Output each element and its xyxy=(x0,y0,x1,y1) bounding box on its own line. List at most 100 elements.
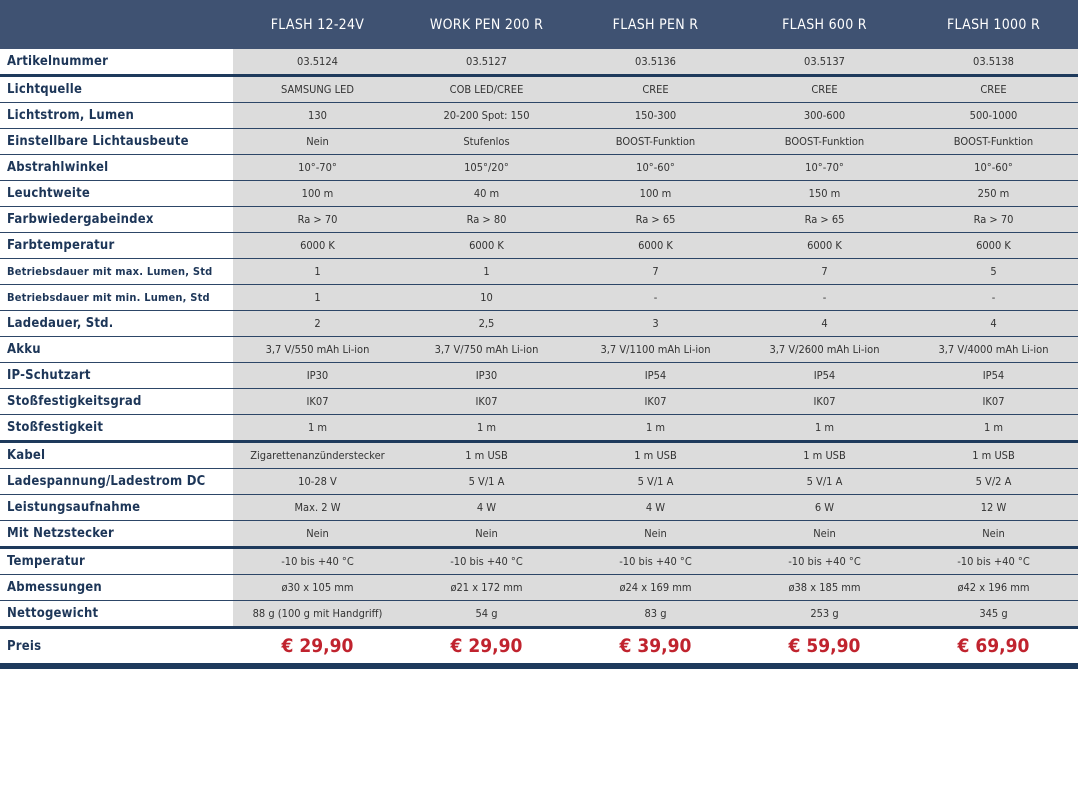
cell-value: 2 xyxy=(233,310,402,337)
row-label: Lichtquelle xyxy=(0,75,233,103)
table-row: Kabel Zigarettenanzünderstecker 1 m USB 1 m… xyxy=(0,441,1078,469)
row-label: Ladedauer, Std. xyxy=(0,310,233,337)
cell-value: -10 bis +40 °C xyxy=(233,547,402,575)
cell-value: - xyxy=(571,284,740,311)
cell-value: 6000 K xyxy=(909,232,1078,259)
cell-value: IP54 xyxy=(909,362,1078,389)
header-empty xyxy=(0,0,233,49)
cell-value: IP54 xyxy=(571,362,740,389)
row-label: Stoßfestigkeit xyxy=(0,414,233,443)
cell-value: 1 m xyxy=(233,414,402,443)
cell-value: CREE xyxy=(740,75,909,103)
table-row: Mit Netzstecker Nein Nein Nein Nein Nein xyxy=(0,520,1078,549)
cell-value: 345 g xyxy=(909,600,1078,629)
table-row: Akku 3,7 V/550 mAh Li-ion 3,7 V/750 mAh Li… xyxy=(0,336,1078,363)
table-row: IP-Schutzart IP30 IP30 IP54 IP54 IP54 xyxy=(0,362,1078,389)
cell-value: Nein xyxy=(402,520,571,549)
cell-value: 5 V/2 A xyxy=(909,468,1078,495)
cell-value: 3,7 V/4000 mAh Li-ion xyxy=(909,336,1078,363)
table-row: Abstrahlwinkel 10°-70° 105°/20° 10°-60° 10°-… xyxy=(0,154,1078,181)
table-row: Leuchtweite 100 m 40 m 100 m 150 m 250 m xyxy=(0,180,1078,207)
cell-value: 4 W xyxy=(571,494,740,521)
cell-value: 6000 K xyxy=(571,232,740,259)
cell-value: 100 m xyxy=(233,180,402,207)
cell-value: ø42 x 196 mm xyxy=(909,574,1078,601)
cell-value: 3,7 V/750 mAh Li-ion xyxy=(402,336,571,363)
cell-value: -10 bis +40 °C xyxy=(402,547,571,575)
row-label: Farbtemperatur xyxy=(0,232,233,259)
cell-value: 1 m USB xyxy=(402,441,571,469)
cell-value: Stufenlos xyxy=(402,128,571,155)
cell-value: Ra > 80 xyxy=(402,206,571,233)
cell-value: IK07 xyxy=(909,388,1078,415)
row-label: Abmessungen xyxy=(0,574,233,601)
cell-value: Ra > 65 xyxy=(571,206,740,233)
cell-value: IP30 xyxy=(233,362,402,389)
row-label: Ladespannung/Ladestrom DC xyxy=(0,468,233,495)
cell-value: 12 W xyxy=(909,494,1078,521)
table-row: Farbtemperatur 6000 K 6000 K 6000 K 6000 K 60… xyxy=(0,232,1078,259)
cell-value: ø21 x 172 mm xyxy=(402,574,571,601)
cell-value: 10-28 V xyxy=(233,468,402,495)
table-row: Stoßfestigkeitsgrad IK07 IK07 IK07 IK07 IK07 xyxy=(0,388,1078,415)
cell-value: 03.5138 xyxy=(909,49,1078,77)
price-value: € 69,90 xyxy=(909,627,1078,669)
cell-value: BOOST-Funktion xyxy=(740,128,909,155)
cell-value: 1 xyxy=(233,258,402,285)
cell-value: Nein xyxy=(740,520,909,549)
price-label: Preis xyxy=(0,627,233,669)
cell-value: Zigarettenanzünderstecker xyxy=(233,441,402,469)
cell-value: 150-300 xyxy=(571,102,740,129)
cell-value: 1 m USB xyxy=(571,441,740,469)
comparison-table: FLASH 12-24V WORK PEN 200 R FLASH PEN R … xyxy=(0,0,1078,669)
cell-value: 88 g (100 g mit Handgriff) xyxy=(233,600,402,629)
cell-value: BOOST-Funktion xyxy=(571,128,740,155)
cell-value: 1 m USB xyxy=(909,441,1078,469)
cell-value: 253 g xyxy=(740,600,909,629)
cell-value: IK07 xyxy=(402,388,571,415)
cell-value: Nein xyxy=(909,520,1078,549)
cell-value: 1 m xyxy=(740,414,909,443)
cell-value: 6000 K xyxy=(233,232,402,259)
cell-value: Nein xyxy=(233,128,402,155)
table-row: Abmessungen ø30 x 105 mm ø21 x 172 mm ø24 x… xyxy=(0,574,1078,601)
row-label: Nettogewicht xyxy=(0,600,233,629)
cell-value: ø30 x 105 mm xyxy=(233,574,402,601)
price-value: € 59,90 xyxy=(740,627,909,669)
cell-value: 6000 K xyxy=(402,232,571,259)
cell-value: 6000 K xyxy=(740,232,909,259)
cell-value: ø38 x 185 mm xyxy=(740,574,909,601)
product-header: WORK PEN 200 R xyxy=(402,0,571,49)
cell-value: IK07 xyxy=(233,388,402,415)
price-value: € 39,90 xyxy=(571,627,740,669)
cell-value: 2,5 xyxy=(402,310,571,337)
table-row: Ladedauer, Std. 2 2,5 3 4 4 xyxy=(0,310,1078,337)
table-row: Betriebsdauer mit min. Lumen, Std 1 10- - - xyxy=(0,284,1078,311)
price-value: € 29,90 xyxy=(402,627,571,669)
cell-value: 1 m xyxy=(402,414,571,443)
cell-value: 3,7 V/1100 mAh Li-ion xyxy=(571,336,740,363)
cell-value: 4 W xyxy=(402,494,571,521)
row-label: Stoßfestigkeitsgrad xyxy=(0,388,233,415)
table-row: Betriebsdauer mit max. Lumen, Std 1 1 7 7 5 xyxy=(0,258,1078,285)
cell-value: -10 bis +40 °C xyxy=(909,547,1078,575)
cell-value: BOOST-Funktion xyxy=(909,128,1078,155)
cell-value: 3 xyxy=(571,310,740,337)
cell-value: CREE xyxy=(909,75,1078,103)
cell-value: 10°-60° xyxy=(571,154,740,181)
row-label: Abstrahlwinkel xyxy=(0,154,233,181)
cell-value: 105°/20° xyxy=(402,154,571,181)
cell-value: 10°-60° xyxy=(909,154,1078,181)
cell-value: Ra > 65 xyxy=(740,206,909,233)
cell-value: -10 bis +40 °C xyxy=(740,547,909,575)
cell-value: 300-600 xyxy=(740,102,909,129)
cell-value: 10°-70° xyxy=(233,154,402,181)
cell-value: 20-200 Spot: 150 xyxy=(402,102,571,129)
cell-value: IK07 xyxy=(571,388,740,415)
cell-value: 500-1000 xyxy=(909,102,1078,129)
cell-value: 5 V/1 A xyxy=(740,468,909,495)
cell-value: 03.5124 xyxy=(233,49,402,77)
row-label: Akku xyxy=(0,336,233,363)
